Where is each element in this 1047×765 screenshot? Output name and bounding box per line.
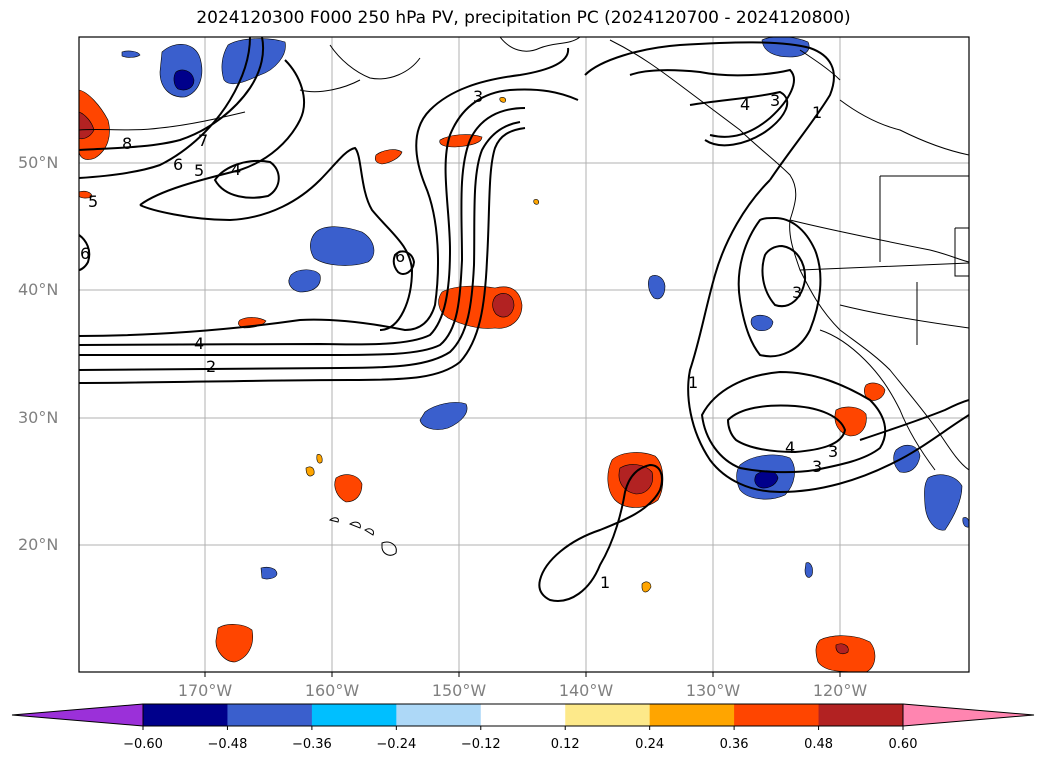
colorbar-segment (227, 704, 313, 726)
colorbar-segment (565, 704, 651, 726)
contour-label: 3 (473, 87, 483, 106)
colorbar-tick-label: −0.48 (207, 737, 248, 752)
colorbar-tick-label: 0.36 (719, 737, 749, 752)
contour-label: 6 (173, 155, 183, 174)
contour-label: 4 (740, 95, 750, 114)
contour-label: 3 (792, 283, 802, 302)
lat-label: 20°N (18, 535, 59, 554)
contour-label: 1 (688, 373, 698, 392)
colorbar-tick-label: −0.60 (123, 737, 163, 752)
lon-label: 140°W (558, 681, 614, 700)
lon-label: 130°W (685, 681, 741, 700)
colorbar-segment (734, 704, 820, 726)
coastlines (79, 37, 969, 556)
contour-label: 2 (206, 357, 216, 376)
contour-label: 8 (122, 134, 132, 153)
lat-label: 50°N (18, 153, 59, 172)
colorbar-segment (396, 704, 482, 726)
colorbar-tick-label: 0.24 (635, 737, 665, 752)
colorbar-extend-high (903, 704, 1034, 726)
lon-label: 170°W (177, 681, 233, 700)
contour-label: 5 (194, 161, 204, 180)
colorbar-segment (818, 704, 904, 726)
contour-label: 6 (80, 244, 90, 263)
contour-label: 3 (828, 442, 838, 461)
colorbar-extend-low (12, 704, 143, 726)
contour-label: 1 (812, 103, 822, 122)
lon-label: 120°W (812, 681, 868, 700)
colorbar-segment (143, 704, 228, 726)
colorbar-tick-label: −0.12 (460, 737, 501, 752)
lon-label: 150°W (431, 681, 487, 700)
colorbar-segment (649, 704, 735, 726)
contour-label: 4 (785, 438, 795, 457)
contour-label: 3 (812, 457, 822, 476)
lat-label: 30°N (18, 408, 59, 427)
map-title: 2024120300 F000 250 hPa PV, precipitatio… (196, 8, 851, 28)
colorbar-tick-label: −0.36 (291, 737, 332, 752)
contour-label: 4 (231, 160, 241, 179)
colorbar-tick-label: 0.48 (804, 737, 834, 752)
negative-precip-areas (121, 37, 969, 580)
colorbar-segment (311, 704, 397, 726)
contour-label: 3 (770, 91, 780, 110)
contour-label: 4 (194, 334, 204, 353)
contour-label: 7 (198, 131, 208, 150)
lat-label: 40°N (18, 280, 59, 299)
lon-label: 160°W (304, 681, 360, 700)
colorbar-segment (480, 704, 566, 726)
colorbar-tick-label: 0.60 (888, 737, 918, 752)
contour-label: 1 (600, 573, 610, 592)
pv-contours (79, 37, 969, 602)
map-frame (78, 36, 970, 673)
colorbar-tick-label: 0.12 (550, 737, 580, 752)
contour-label: 6 (395, 247, 405, 266)
contour-label: 5 (88, 192, 98, 211)
colorbar-tick-label: −0.24 (376, 737, 417, 752)
